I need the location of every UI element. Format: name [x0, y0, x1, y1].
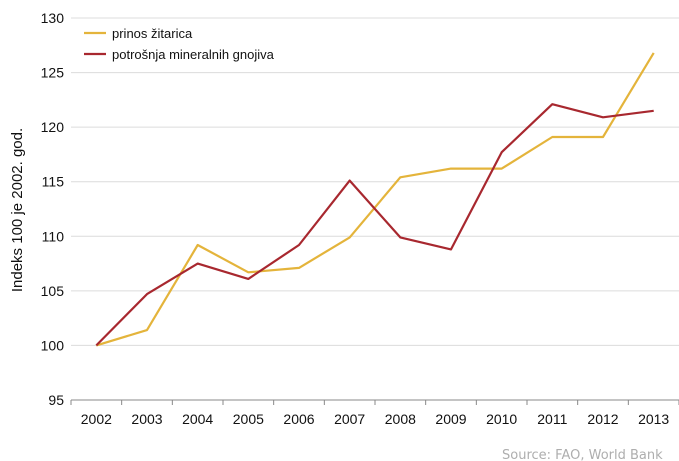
x-tick-label: 2005 — [233, 411, 264, 427]
x-tick-label: 2010 — [486, 411, 517, 427]
x-tick-label: 2012 — [587, 411, 618, 427]
y-tick-label: 125 — [41, 65, 65, 81]
x-tick-label: 2011 — [537, 411, 567, 427]
series-line-1 — [95, 52, 655, 347]
y-tick-label: 120 — [41, 119, 65, 135]
source-note: Source: FAO, World Bank — [502, 448, 663, 461]
y-tick-label: 110 — [42, 228, 65, 244]
series-lines — [95, 52, 655, 347]
x-tick-label: 2004 — [182, 411, 213, 427]
legend-label: prinos žitarica — [112, 26, 193, 41]
x-tick-label: 2013 — [638, 411, 669, 427]
x-tick-label: 2008 — [385, 411, 416, 427]
gridlines — [71, 17, 679, 346]
y-tick-label: 100 — [41, 337, 65, 353]
legend-label: potrošnja mineralnih gnojiva — [112, 47, 275, 62]
y-tick-label: 105 — [41, 283, 65, 299]
axes: 95 100 105 110 115 120 125 130 2002 2003 2004 2005 2… — [41, 10, 679, 427]
y-axis-label: Indeks 100 je 2002. god. — [9, 128, 26, 292]
x-tick-label: 2003 — [131, 411, 162, 427]
x-tick-label: 2006 — [283, 411, 314, 427]
x-tick-label: 2002 — [81, 411, 112, 427]
legend: prinos žitarica potrošnja mineralnih gnoj… — [84, 26, 275, 62]
x-tick-label: 2007 — [334, 411, 365, 427]
series-line-2 — [95, 103, 654, 347]
y-tick-label: 115 — [42, 174, 65, 190]
y-tick-label: 130 — [41, 10, 65, 26]
x-tick-label: 2009 — [435, 411, 466, 427]
y-tick-label: 95 — [48, 392, 64, 408]
